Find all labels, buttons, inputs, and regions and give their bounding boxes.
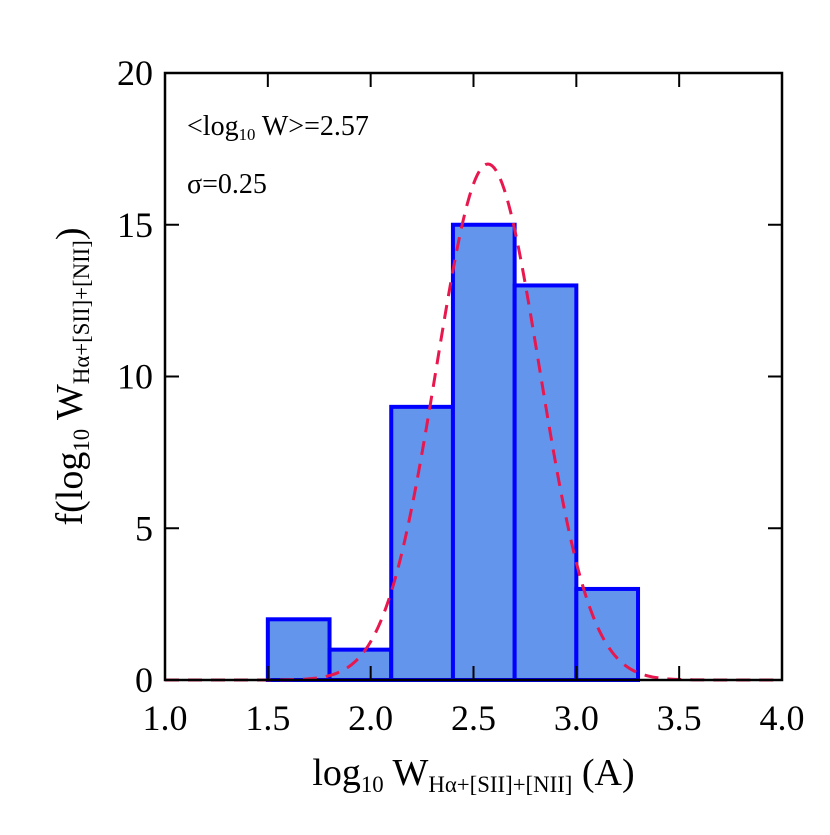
annotation: σ=0.25 bbox=[187, 169, 267, 200]
annotation-part: σ=0.25 bbox=[187, 169, 267, 200]
y-axis-label-part: f(log bbox=[49, 452, 91, 526]
y-tick-label: 0 bbox=[135, 660, 153, 700]
y-tick-label: 5 bbox=[135, 508, 153, 548]
x-tick-label: 2.0 bbox=[348, 698, 393, 738]
y-axis-label-part: W bbox=[49, 384, 91, 429]
y-tick-label: 20 bbox=[117, 53, 153, 93]
x-tick-label: 2.5 bbox=[451, 698, 496, 738]
x-tick-label: 1.5 bbox=[245, 698, 290, 738]
y-axis-label-subscript: Hα+[SII]+[NII] bbox=[69, 240, 94, 384]
y-axis-label-subscript: 10 bbox=[69, 429, 94, 452]
y-axis-label-part: ) bbox=[49, 227, 91, 240]
bar bbox=[327, 647, 394, 683]
y-axis-label: f(log10 WHα+[SII]+[NII]) bbox=[49, 227, 94, 525]
x-axis-label-part: log bbox=[312, 752, 361, 794]
x-axis-label-subscript: 10 bbox=[361, 772, 384, 797]
y-tick-label: 15 bbox=[117, 205, 153, 245]
annotation-subscript: 10 bbox=[239, 125, 256, 144]
bar bbox=[265, 617, 332, 682]
bar bbox=[512, 283, 579, 682]
annotation-part: <log bbox=[187, 111, 239, 142]
x-tick-label: 4.0 bbox=[760, 698, 805, 738]
x-axis-label: log10 WHα+[SII]+[NII] (A) bbox=[312, 752, 634, 797]
annotation: <log10 W>=2.57 bbox=[187, 111, 369, 144]
x-tick-label: 1.0 bbox=[143, 698, 188, 738]
x-axis-label-part: (A) bbox=[572, 752, 634, 794]
x-tick-label: 3.5 bbox=[657, 698, 702, 738]
x-axis-label-part: W bbox=[384, 752, 429, 794]
bar bbox=[450, 222, 517, 682]
y-tick-label: 10 bbox=[117, 357, 153, 397]
annotation-part: W>=2.57 bbox=[255, 111, 369, 142]
x-axis-label-subscript: Hα+[SII]+[NII] bbox=[428, 772, 572, 797]
x-tick-label: 3.0 bbox=[554, 698, 599, 738]
